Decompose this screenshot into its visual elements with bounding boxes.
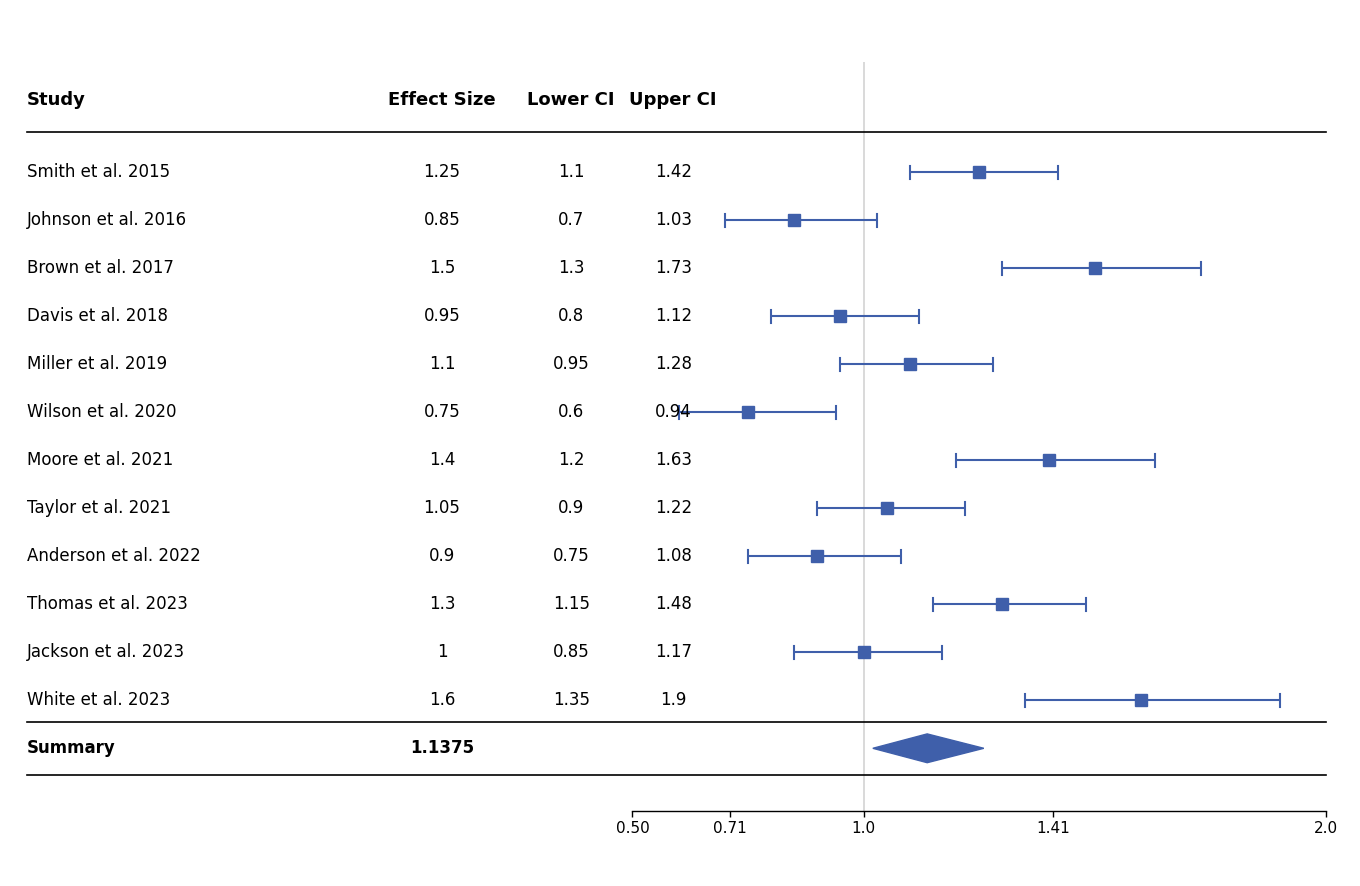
Text: 1.15: 1.15 <box>552 595 590 613</box>
Text: 1.08: 1.08 <box>654 548 692 565</box>
Text: Taylor et al. 2021: Taylor et al. 2021 <box>27 500 171 517</box>
Text: 0.9: 0.9 <box>428 548 456 565</box>
Text: 1.12: 1.12 <box>654 307 692 325</box>
Text: 1.2: 1.2 <box>558 451 585 470</box>
Text: 1: 1 <box>437 643 447 661</box>
Text: Summary: Summary <box>27 739 116 758</box>
Text: 0.75: 0.75 <box>552 548 590 565</box>
Text: 1.6: 1.6 <box>428 691 456 710</box>
Text: 1.1375: 1.1375 <box>409 739 475 758</box>
Text: Anderson et al. 2022: Anderson et al. 2022 <box>27 548 201 565</box>
Text: Smith et al. 2015: Smith et al. 2015 <box>27 163 170 182</box>
Text: 1.28: 1.28 <box>654 355 692 373</box>
Text: 1.4: 1.4 <box>428 451 456 470</box>
Polygon shape <box>873 734 983 763</box>
Text: 0.75: 0.75 <box>423 403 461 422</box>
Text: 1.3: 1.3 <box>558 260 585 277</box>
Text: 1.35: 1.35 <box>552 691 590 710</box>
Text: 1.05: 1.05 <box>423 500 461 517</box>
Text: 1.5: 1.5 <box>428 260 456 277</box>
Text: 0.8: 0.8 <box>558 307 585 325</box>
Text: Effect Size: Effect Size <box>388 91 496 109</box>
Text: 1.73: 1.73 <box>654 260 692 277</box>
Text: Study: Study <box>27 91 86 109</box>
Text: 1.1: 1.1 <box>558 163 585 182</box>
Text: 1.63: 1.63 <box>654 451 692 470</box>
Text: 1.48: 1.48 <box>654 595 692 613</box>
Text: 0.9: 0.9 <box>558 500 585 517</box>
Text: 0.94: 0.94 <box>654 403 692 422</box>
Text: 0.85: 0.85 <box>423 212 461 229</box>
Text: 1.1: 1.1 <box>428 355 456 373</box>
Text: Thomas et al. 2023: Thomas et al. 2023 <box>27 595 188 613</box>
Text: 1.17: 1.17 <box>654 643 692 661</box>
Text: 1.25: 1.25 <box>423 163 461 182</box>
Text: 0.95: 0.95 <box>423 307 461 325</box>
Text: 1.42: 1.42 <box>654 163 692 182</box>
Text: Wilson et al. 2020: Wilson et al. 2020 <box>27 403 177 422</box>
Text: 1.22: 1.22 <box>654 500 692 517</box>
Text: Davis et al. 2018: Davis et al. 2018 <box>27 307 169 325</box>
Text: 1.03: 1.03 <box>654 212 692 229</box>
Text: Johnson et al. 2016: Johnson et al. 2016 <box>27 212 188 229</box>
Text: Upper CI: Upper CI <box>630 91 717 109</box>
Text: Brown et al. 2017: Brown et al. 2017 <box>27 260 174 277</box>
Text: 0.85: 0.85 <box>552 643 590 661</box>
Text: White et al. 2023: White et al. 2023 <box>27 691 170 710</box>
Text: Lower CI: Lower CI <box>528 91 615 109</box>
Text: 0.7: 0.7 <box>558 212 585 229</box>
Text: 0.6: 0.6 <box>558 403 585 422</box>
Text: Miller et al. 2019: Miller et al. 2019 <box>27 355 167 373</box>
Text: Moore et al. 2021: Moore et al. 2021 <box>27 451 174 470</box>
Text: 0.95: 0.95 <box>552 355 590 373</box>
Text: 1.3: 1.3 <box>428 595 456 613</box>
Text: Jackson et al. 2023: Jackson et al. 2023 <box>27 643 185 661</box>
Text: 1.9: 1.9 <box>660 691 687 710</box>
